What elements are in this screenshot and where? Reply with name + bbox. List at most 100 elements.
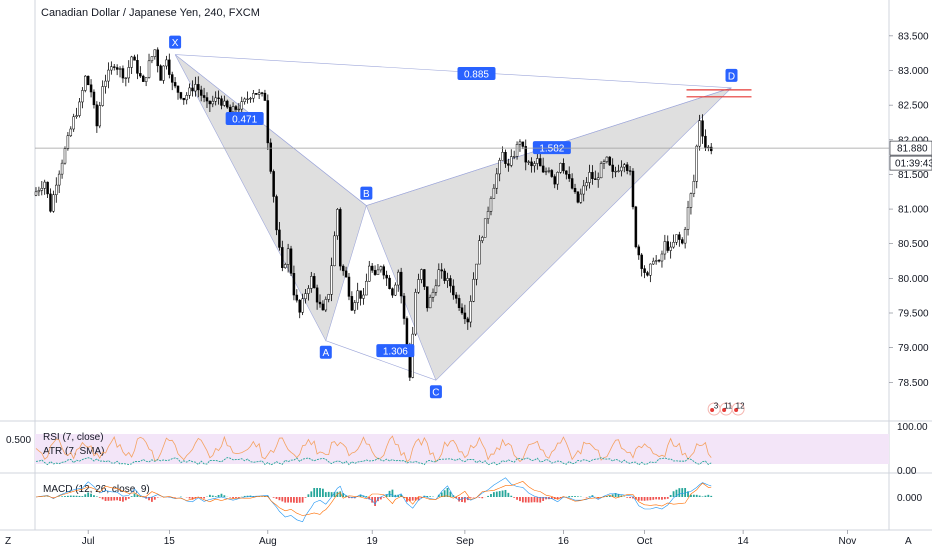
candle-body [307,288,310,294]
macd-hist-bar [605,496,608,497]
candle-body [547,170,551,172]
macd-hist-bar [223,495,226,497]
macd-hist-bar [521,497,524,503]
candle-body [672,241,675,248]
macd-hist-bar [81,496,84,497]
candle-body [570,178,574,189]
macd-hist-bar [64,496,66,497]
macd-hist-bar [446,488,449,497]
macd-hist-bar [632,497,634,499]
candle-body [510,156,513,166]
candle-body [153,49,157,57]
price-axis[interactable]: 83.500 83.000 82.500 82.000 81.500 81.000 80.5… [889,31,929,389]
macd-hist-bar [293,497,295,503]
macd-hist-bar [232,497,234,499]
macd-hist-bar [61,496,63,497]
macd-hist-bar [545,497,547,500]
pattern-line-xd [175,54,732,89]
candle-body [643,268,646,273]
candle-body [385,274,388,279]
rsi-legend[interactable]: RSI (7, close) [43,432,104,443]
candle-body [283,264,287,268]
candle-body [202,95,206,98]
macd-hist-bar [124,497,127,501]
candle-body [556,172,559,185]
candle-body [333,235,336,267]
event-marker-circle [731,402,745,416]
candle-body [562,163,565,172]
event-marker-dot [734,408,739,412]
candle-body [608,156,612,166]
macd-hist-bar [646,497,649,501]
candle-body [567,174,571,179]
candle-body [402,295,406,319]
macd-hist-bar [461,497,463,502]
candle-body [312,276,316,289]
candle-body [359,290,362,299]
candle-body [680,239,684,244]
macd-hist-bar [327,491,330,497]
candle-body [226,100,229,108]
event-marker-dot [722,408,727,412]
candle-body [231,106,235,113]
macd-hist-bar [400,494,403,497]
macd-hist-bar [527,497,530,503]
countdown-text: 01:39:43 [895,159,932,170]
macd-hist-bar [307,494,310,497]
candle-body [617,170,620,172]
candle-body [640,254,643,269]
price-tick-label: 80.000 [898,274,929,285]
candle-body [481,237,484,241]
zoom-button[interactable]: Z [5,536,11,547]
macd-hist-bar [313,488,316,497]
ratio-label: 1.306 [383,347,408,358]
candle-body [228,106,232,113]
macd-hist-bar [611,494,614,497]
candle-body [602,161,606,164]
candle-body [298,299,301,313]
macd-hist-bar [333,491,336,497]
candle-body [657,260,661,262]
candle-body [466,318,470,323]
candle-body [370,265,374,271]
macd-hist-bar [463,497,466,503]
candle-body [289,248,293,274]
macd-hist-bar [574,496,576,497]
candle-body [388,277,391,289]
macd-hist-bar [385,494,388,497]
candle-body [292,273,296,296]
macd-hist-bar [469,497,472,498]
candle-body [156,49,159,67]
macd-hist-bar [339,491,342,497]
macd-line [35,477,712,523]
macd-hist-bar [148,497,150,501]
atr-line [35,457,712,466]
price-candles [34,47,713,381]
time-axis[interactable]: Jul 15 Aug 19 Sep 16 Oct 14 Nov [82,530,857,547]
event-markers[interactable]: 3 11 12 [707,402,745,416]
macd-hist-bar [211,495,214,497]
macd-hist-bar [626,497,629,498]
macd-tick-zero: 0.000 [897,493,922,504]
macd-hist-bar [681,488,684,497]
macd-hist-bar [571,496,574,497]
macd-hist-bar [588,496,591,497]
candle-body [57,173,61,186]
auto-scale-button[interactable]: A [905,536,912,547]
atr-legend[interactable]: ATR (7, SMA) [43,446,104,457]
macd-hist-bar [188,497,191,499]
candle-body [182,97,186,101]
candle-body [573,188,577,193]
macd-hist-bar [220,493,223,497]
candle-body [341,265,345,272]
price-tick-label: 83.000 [898,66,929,77]
candle-body [414,291,417,335]
candle-body [263,92,267,101]
candle-body [339,209,342,267]
time-tick-label: Jul [82,536,95,547]
macd-hist-bar [637,497,640,501]
ratio-badge [457,66,496,80]
macd-hist-bar [345,495,347,497]
macd-hist-bar [104,497,107,501]
